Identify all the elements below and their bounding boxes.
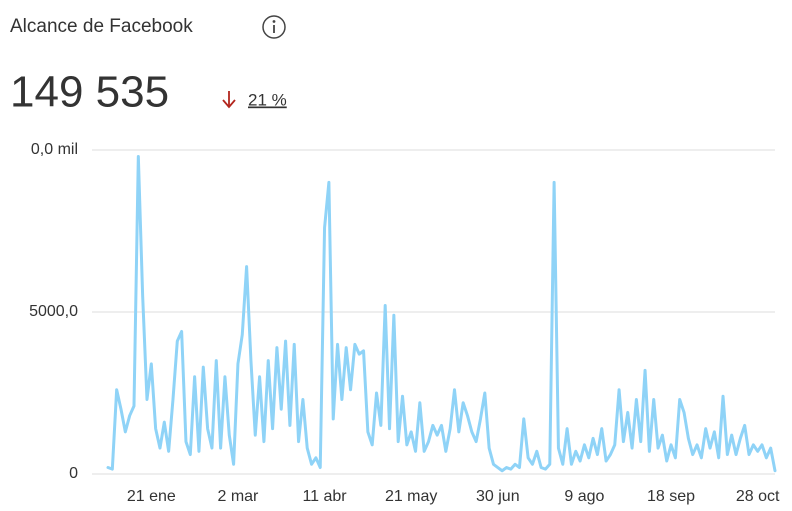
down-arrow (222, 91, 236, 109)
x-tick-label: 30 jun (476, 488, 520, 505)
x-tick-label: 28 oct (736, 488, 780, 505)
x-tick-label: 2 mar (217, 488, 259, 505)
y-tick-label: 0,0 mil (31, 141, 78, 158)
data-line (106, 154, 777, 473)
chart-title: Alcance de Facebook (10, 16, 193, 37)
x-tick-label: 21 ene (127, 488, 176, 505)
y-tick-label: 0 (69, 465, 78, 482)
x-tick-label: 9 ago (564, 488, 604, 505)
headline-value: 149 535 (10, 68, 169, 117)
x-tick-label: 18 sep (647, 488, 695, 505)
change-value: 21 % (248, 90, 287, 109)
info-icon[interactable] (262, 15, 286, 39)
y-tick-label: 5000,0 (29, 303, 78, 320)
x-tick-label: 11 abr (302, 488, 347, 505)
x-tick-label: 21 may (385, 488, 437, 505)
